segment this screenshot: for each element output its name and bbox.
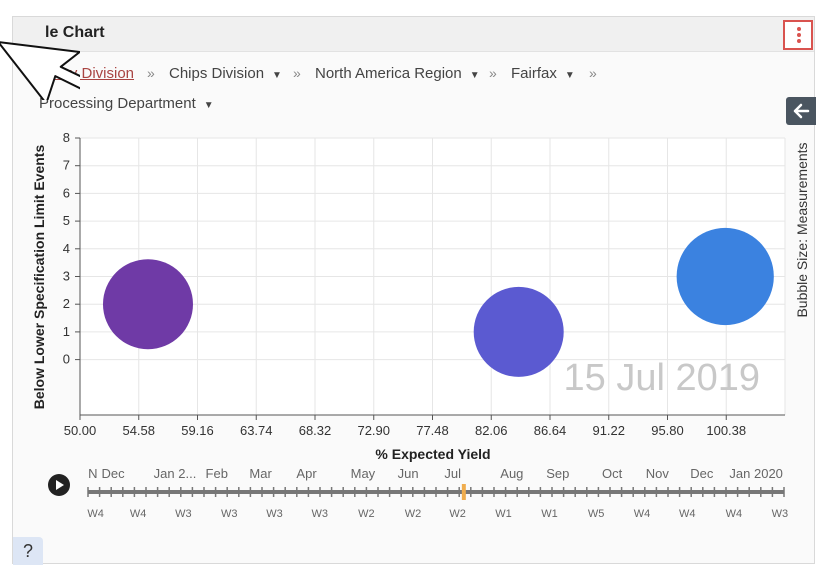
kebab-dot-icon — [797, 39, 801, 43]
mouse-cursor-icon — [0, 41, 80, 100]
breadcrumb-label: Fairfax — [511, 65, 557, 82]
breadcrumb-label: Processing Department — [39, 95, 196, 112]
breadcrumb-fairfax[interactable]: Fairfax ▼ — [511, 65, 575, 82]
caret-down-icon: ▼ — [469, 70, 480, 81]
breadcrumb-label: North America Region — [315, 65, 462, 82]
chart-title: le Chart — [45, 24, 105, 41]
breadcrumb-separator: » — [293, 65, 301, 81]
bubble-size-text: Bubble Size: Measurements — [794, 142, 810, 318]
caret-down-icon: ▼ — [272, 70, 282, 81]
side-panel-toggle-button[interactable] — [786, 97, 816, 125]
breadcrumb-processing-department[interactable]: Processing Department ▼ — [39, 95, 214, 112]
more-options-button[interactable] — [783, 20, 813, 50]
breadcrumb-separator: » — [589, 65, 597, 81]
bubble-size-label: Bubble Size: Measurements — [788, 135, 816, 325]
breadcrumb-north-america-region[interactable]: North America Region ▼ — [315, 65, 480, 82]
breadcrumb-separator: » — [147, 65, 155, 81]
breadcrumb-separator: » — [489, 65, 497, 81]
kebab-dot-icon — [797, 27, 801, 31]
title-bar: le Chart — [13, 17, 814, 52]
chart-panel: le Chart Every Division » Chips Division… — [12, 16, 816, 565]
breadcrumb-label: Chips Division — [169, 65, 265, 82]
caret-down-icon: ▼ — [203, 100, 214, 111]
breadcrumb-chips-division[interactable]: Chips Division ▼ — [169, 65, 282, 82]
arrow-left-icon — [793, 103, 810, 119]
kebab-dot-icon — [797, 33, 801, 37]
caret-down-icon: ▼ — [564, 70, 575, 81]
help-button[interactable]: ? — [13, 537, 43, 565]
